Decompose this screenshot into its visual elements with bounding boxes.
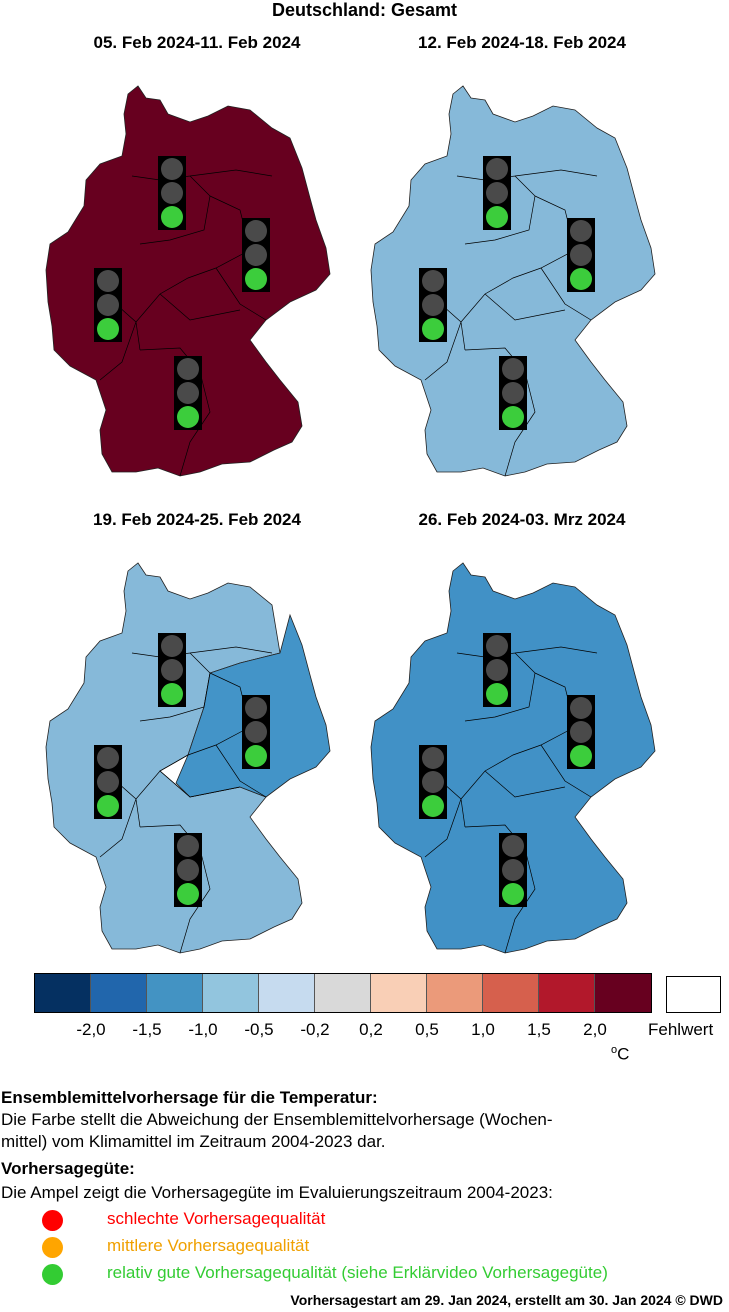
main-title: Deutschland: Gesamt [271,0,458,20]
traffic-light [483,156,511,230]
colorbar-tick-label: -1,5 [132,1020,162,1039]
panel-title-1: 05. Feb 2024-11. Feb 2024 [93,33,301,52]
colorbar-tick-label: 0,2 [359,1020,383,1039]
colorbar-swatch [483,974,539,1012]
legend-label-medium: mittlere Vorhersagequalität [107,1236,310,1255]
germany-map-1 [45,85,331,477]
state-borders [424,646,598,954]
germany-region-fill [370,562,656,954]
germany-map-3 [45,562,331,954]
traffic-light [419,745,447,819]
colorbar-tick-label: -2,0 [76,1020,106,1039]
map-panel-4 [365,557,665,977]
red-light-icon [42,1210,63,1231]
state-borders [99,646,273,954]
traffic-light [419,268,447,342]
traffic-light [567,218,595,292]
traffic-light [499,833,527,907]
colorbar-tick-label: 1,0 [471,1020,495,1039]
colorbar-swatch [371,974,427,1012]
colorbar-swatch [91,974,147,1012]
germany-map-4 [370,562,656,954]
unit-label: oC [611,1044,630,1064]
missing-value-label: Fehlwert [648,1020,714,1039]
traffic-light [567,695,595,769]
colorbar-swatch [539,974,595,1012]
colorbar-tick-label: -1,0 [188,1020,218,1039]
description-line-1: Die Farbe stellt die Abweichung der Ense… [1,1110,553,1129]
colorbar-swatch [203,974,259,1012]
panel-title-2: 12. Feb 2024-18. Feb 2024 [418,33,626,52]
traffic-light [158,633,186,707]
traffic-light [242,218,270,292]
state-borders [424,169,598,477]
panel-title-3: 19. Feb 2024-25. Feb 2024 [93,510,301,529]
traffic-light [242,695,270,769]
colorbar [34,973,652,1013]
traffic-light [174,833,202,907]
germany-west-region-fill [45,562,303,954]
green-light-icon [42,1264,63,1285]
germany-region-fill [45,85,331,477]
traffic-light [94,745,122,819]
description-line-3: Die Ampel zeigt die Vorhersagegüte im Ev… [1,1183,553,1202]
germany-region-fill [370,85,656,477]
colorbar-tick-label: 1,5 [527,1020,551,1039]
map-panel-3 [40,557,340,977]
traffic-light [483,633,511,707]
missing-value-swatch [666,976,721,1013]
colorbar-swatch [259,974,315,1012]
legend-label-poor: schlechte Vorhersagequalität [107,1209,326,1228]
germany-map-2 [370,85,656,477]
description-heading-quality: Vorhersagegüte: [1,1159,135,1178]
traffic-light [499,356,527,430]
colorbar-tick-label: 2,0 [583,1020,607,1039]
description-line-2: mittel) vom Klimamittel im Zeitraum 2004… [1,1132,386,1151]
traffic-light [94,268,122,342]
map-panel-2 [365,80,665,500]
amber-light-icon [42,1237,63,1258]
state-borders [99,169,273,477]
colorbar-swatch [427,974,483,1012]
colorbar-swatch [315,974,371,1012]
traffic-light [174,356,202,430]
panel-title-4: 26. Feb 2024-03. Mrz 2024 [418,510,626,529]
colorbar-tick-label: -0,2 [300,1020,330,1039]
traffic-light [158,156,186,230]
colorbar-swatch [35,974,91,1012]
colorbar-swatch [595,974,651,1012]
colorbar-tick-label: 0,5 [415,1020,439,1039]
footer-credit: Vorhersagestart am 29. Jan 2024, erstell… [290,1292,723,1308]
colorbar-swatch [147,974,203,1012]
colorbar-tick-label: -0,5 [244,1020,274,1039]
map-panel-1 [40,80,340,500]
legend-label-good: relativ gute Vorhersagequalität (siehe E… [107,1263,608,1282]
description-heading-temperature: Ensemblemittelvorhersage für die Tempera… [1,1088,378,1107]
